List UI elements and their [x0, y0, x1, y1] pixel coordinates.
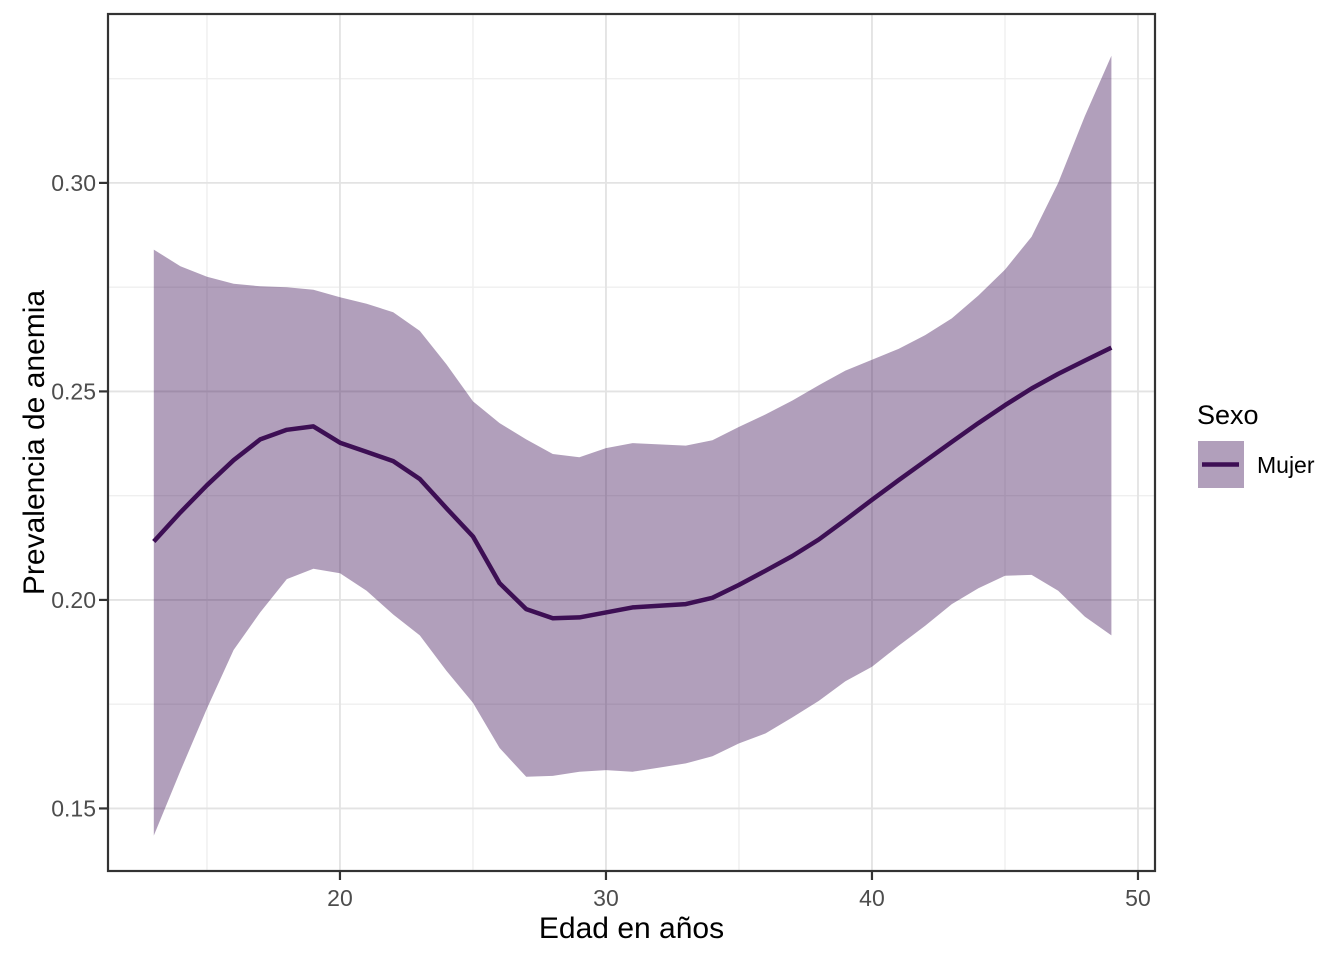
y-axis-ticks	[99, 181, 108, 810]
y-axis-tick-labels: 0.15 0.20 0.25 0.30	[51, 170, 96, 822]
y-axis-title: Prevalencia de anemia	[18, 290, 51, 596]
trend-line	[152, 345, 1113, 621]
x-axis-tick-labels: 20 30 40 50	[327, 885, 1151, 911]
x-tick-label: 30	[593, 885, 619, 911]
x-axis-title: Edad en años	[539, 912, 724, 945]
legend-entry-label-mujer: Mujer	[1257, 452, 1315, 478]
x-tick-label: 40	[859, 885, 885, 911]
confidence-ribbon	[153, 55, 1112, 836]
y-tick-label: 0.15	[51, 795, 96, 821]
legend-title: Sexo	[1197, 400, 1259, 430]
x-tick-label: 20	[327, 885, 353, 911]
y-tick-label: 0.30	[51, 170, 96, 196]
y-tick-label: 0.20	[51, 587, 96, 613]
y-tick-label: 0.25	[51, 378, 96, 404]
x-axis-ticks	[338, 871, 1140, 880]
x-tick-label: 50	[1125, 885, 1151, 911]
grid-major-lines	[108, 14, 1155, 871]
legend: Sexo Mujer	[1197, 400, 1315, 488]
grid-minor-lines	[108, 14, 1155, 871]
panel-border	[106, 12, 1157, 873]
